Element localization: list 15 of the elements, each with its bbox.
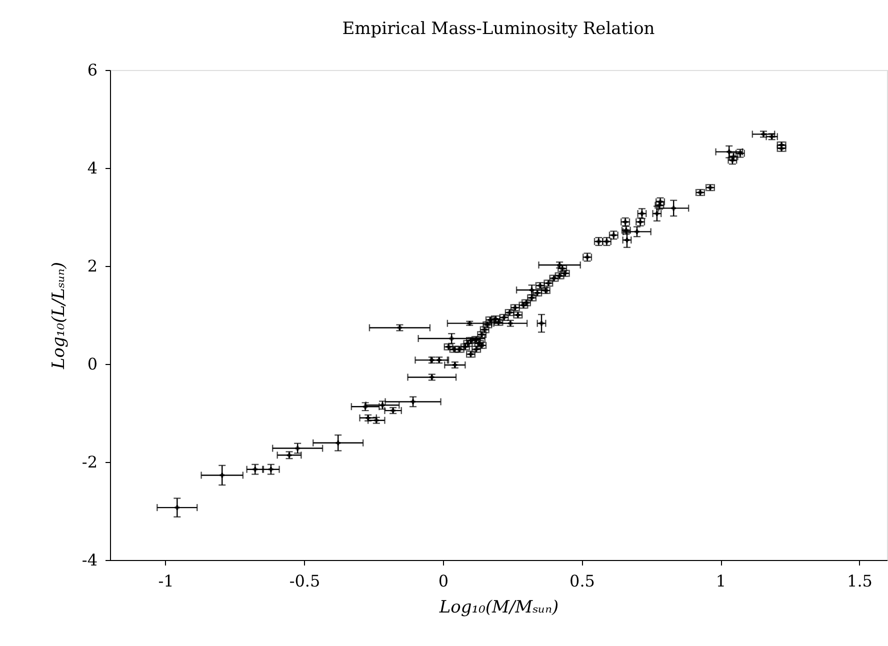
x-axis-title: Log₁₀(M/Mₛᵤₙ) xyxy=(438,598,559,618)
y-tick-label: -4 xyxy=(82,550,98,570)
x-tick-label: -1 xyxy=(158,572,174,590)
chart-title: Empirical Mass-Luminosity Relation xyxy=(342,19,655,39)
y-tick-label: 2 xyxy=(87,256,98,276)
x-tick-label: 1.5 xyxy=(847,572,872,590)
x-tick-label: 0.5 xyxy=(570,572,595,590)
y-tick-label: 4 xyxy=(87,158,98,178)
y-tick-label: -2 xyxy=(82,452,98,472)
x-tick-label: 1 xyxy=(716,572,726,590)
y-tick-label: 6 xyxy=(87,60,98,80)
x-tick-label: 0 xyxy=(438,572,449,590)
y-axis-title: Log₁₀(L/Lₛᵤₙ) xyxy=(48,262,69,370)
y-tick-label: 0 xyxy=(87,354,98,374)
x-tick-label: -0.5 xyxy=(289,572,320,590)
